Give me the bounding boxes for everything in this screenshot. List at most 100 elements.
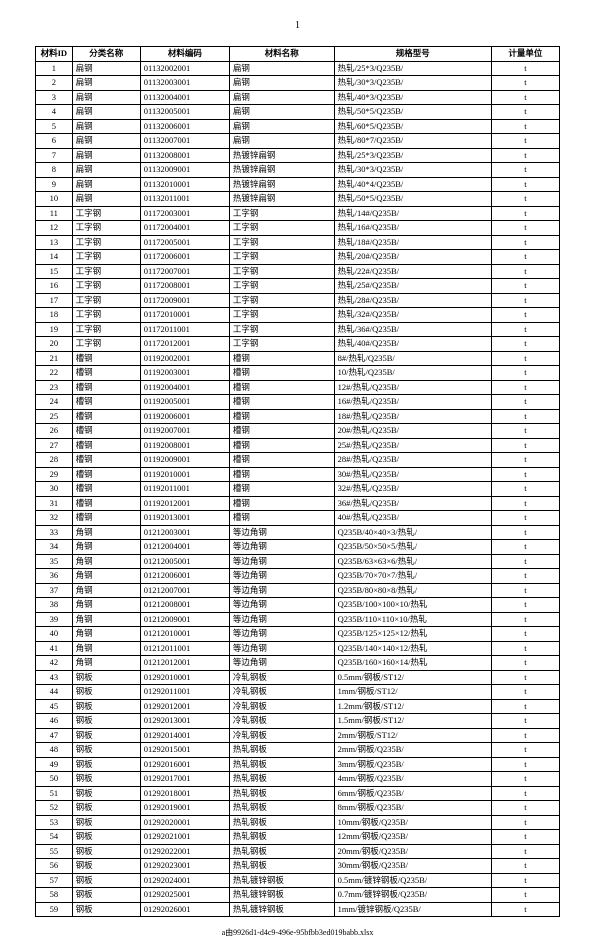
cell: 热轧/30*3/Q235B/ bbox=[334, 76, 491, 91]
cell: 钢板 bbox=[72, 670, 140, 685]
cell: 1mm/镀锌钢板/Q235B/ bbox=[334, 902, 491, 917]
table-row: 41角钢01212011001等边角钢Q235B/140×140×12/热轧t bbox=[36, 641, 560, 656]
cell: 热轧/60*5/Q235B/ bbox=[334, 119, 491, 134]
table-row: 49钢板01292016001热轧钢板3mm/钢板/Q235B/t bbox=[36, 757, 560, 772]
cell: 等边角钢 bbox=[229, 583, 334, 598]
cell: t bbox=[491, 511, 559, 526]
cell: 50 bbox=[36, 772, 73, 787]
cell: 工字钢 bbox=[229, 322, 334, 337]
cell: 热轧/80*7/Q235B/ bbox=[334, 134, 491, 149]
table-row: 45钢板01292012001冷轧钢板1.2mm/钢板/ST12/t bbox=[36, 699, 560, 714]
cell: 01172010001 bbox=[140, 308, 229, 323]
cell: 01292025001 bbox=[140, 888, 229, 903]
cell: t bbox=[491, 279, 559, 294]
cell: 热轧钢板 bbox=[229, 844, 334, 859]
cell: 等边角钢 bbox=[229, 569, 334, 584]
cell: 10 bbox=[36, 192, 73, 207]
cell: t bbox=[491, 293, 559, 308]
cell: t bbox=[491, 206, 559, 221]
cell: 槽钢 bbox=[72, 395, 140, 410]
cell: 2mm/钢板/ST12/ bbox=[334, 728, 491, 743]
cell: 钢板 bbox=[72, 859, 140, 874]
cell: t bbox=[491, 424, 559, 439]
cell: t bbox=[491, 482, 559, 497]
cell: 等边角钢 bbox=[229, 656, 334, 671]
table-row: 29槽钢01192010001槽钢30#/热轧/Q235B/t bbox=[36, 467, 560, 482]
table-row: 3扁钢01132004001扁钢热轧/40*3/Q235B/t bbox=[36, 90, 560, 105]
cell: 0.5mm/钢板/ST12/ bbox=[334, 670, 491, 685]
col-header-2: 材料编码 bbox=[140, 47, 229, 62]
table-row: 52钢板01292019001热轧钢板8mm/钢板/Q235B/t bbox=[36, 801, 560, 816]
cell: 槽钢 bbox=[72, 496, 140, 511]
cell: 01172005001 bbox=[140, 235, 229, 250]
cell: 31 bbox=[36, 496, 73, 511]
cell: 钢板 bbox=[72, 685, 140, 700]
cell: t bbox=[491, 569, 559, 584]
cell: 热轧钢板 bbox=[229, 830, 334, 845]
cell: t bbox=[491, 438, 559, 453]
cell: t bbox=[491, 148, 559, 163]
cell: 01192007001 bbox=[140, 424, 229, 439]
cell: 扁钢 bbox=[72, 119, 140, 134]
cell: 热轧/18#/Q235B/ bbox=[334, 235, 491, 250]
cell: t bbox=[491, 250, 559, 265]
table-row: 20工字钢01172012001工字钢热轧/40#/Q235B/t bbox=[36, 337, 560, 352]
cell: t bbox=[491, 163, 559, 178]
cell: 槽钢 bbox=[229, 380, 334, 395]
cell: 18 bbox=[36, 308, 73, 323]
cell: 01192002001 bbox=[140, 351, 229, 366]
cell: 工字钢 bbox=[72, 206, 140, 221]
cell: t bbox=[491, 177, 559, 192]
cell: Q235B/50×50×5/热轧/ bbox=[334, 540, 491, 555]
cell: 工字钢 bbox=[72, 279, 140, 294]
cell: t bbox=[491, 540, 559, 555]
cell: 01292014001 bbox=[140, 728, 229, 743]
cell: 0.7mm/镀锌钢板/Q235B/ bbox=[334, 888, 491, 903]
cell: 23 bbox=[36, 380, 73, 395]
cell: 扁钢 bbox=[229, 61, 334, 76]
cell: t bbox=[491, 670, 559, 685]
cell: 工字钢 bbox=[229, 235, 334, 250]
cell: 35 bbox=[36, 554, 73, 569]
cell: 扁钢 bbox=[72, 163, 140, 178]
cell: 2mm/钢板/Q235B/ bbox=[334, 743, 491, 758]
cell: 10mm/钢板/Q235B/ bbox=[334, 815, 491, 830]
cell: 扁钢 bbox=[72, 148, 140, 163]
cell: 34 bbox=[36, 540, 73, 555]
cell: 42 bbox=[36, 656, 73, 671]
cell: 58 bbox=[36, 888, 73, 903]
cell: 12mm/钢板/Q235B/ bbox=[334, 830, 491, 845]
table-row: 12工字钢01172004001工字钢热轧/16#/Q235B/t bbox=[36, 221, 560, 236]
cell: 冷轧钢板 bbox=[229, 714, 334, 729]
cell: 20 bbox=[36, 337, 73, 352]
cell: 21 bbox=[36, 351, 73, 366]
table-row: 7扁钢01132008001热镀锌扁钢热轧/25*3/Q235B/t bbox=[36, 148, 560, 163]
cell: 槽钢 bbox=[72, 511, 140, 526]
table-row: 56钢板01292023001热轧钢板30mm/钢板/Q235B/t bbox=[36, 859, 560, 874]
cell: 01132005001 bbox=[140, 105, 229, 120]
cell: t bbox=[491, 61, 559, 76]
cell: 槽钢 bbox=[229, 453, 334, 468]
cell: Q235B/100×100×10/热轧 bbox=[334, 598, 491, 613]
cell: 30#/热轧/Q235B/ bbox=[334, 467, 491, 482]
cell: 01172008001 bbox=[140, 279, 229, 294]
table-row: 2扁钢01132003001扁钢热轧/30*3/Q235B/t bbox=[36, 76, 560, 91]
cell: 44 bbox=[36, 685, 73, 700]
cell: 工字钢 bbox=[72, 308, 140, 323]
cell: 热轧镀锌钢板 bbox=[229, 902, 334, 917]
table-row: 39角钢01212009001等边角钢Q235B/110×110×10/热轧t bbox=[36, 612, 560, 627]
cell: 冷轧钢板 bbox=[229, 670, 334, 685]
cell: 扁钢 bbox=[72, 134, 140, 149]
cell: 01292019001 bbox=[140, 801, 229, 816]
table-row: 16工字钢01172008001工字钢热轧/25#/Q235B/t bbox=[36, 279, 560, 294]
table-row: 54钢板01292021001热轧钢板12mm/钢板/Q235B/t bbox=[36, 830, 560, 845]
cell: 12 bbox=[36, 221, 73, 236]
cell: 1.2mm/钢板/ST12/ bbox=[334, 699, 491, 714]
cell: 钢板 bbox=[72, 844, 140, 859]
col-header-1: 分类名称 bbox=[72, 47, 140, 62]
cell: 1.5mm/钢板/ST12/ bbox=[334, 714, 491, 729]
cell: 01172009001 bbox=[140, 293, 229, 308]
cell: 39 bbox=[36, 612, 73, 627]
col-header-5: 计量单位 bbox=[491, 47, 559, 62]
cell: 01292023001 bbox=[140, 859, 229, 874]
